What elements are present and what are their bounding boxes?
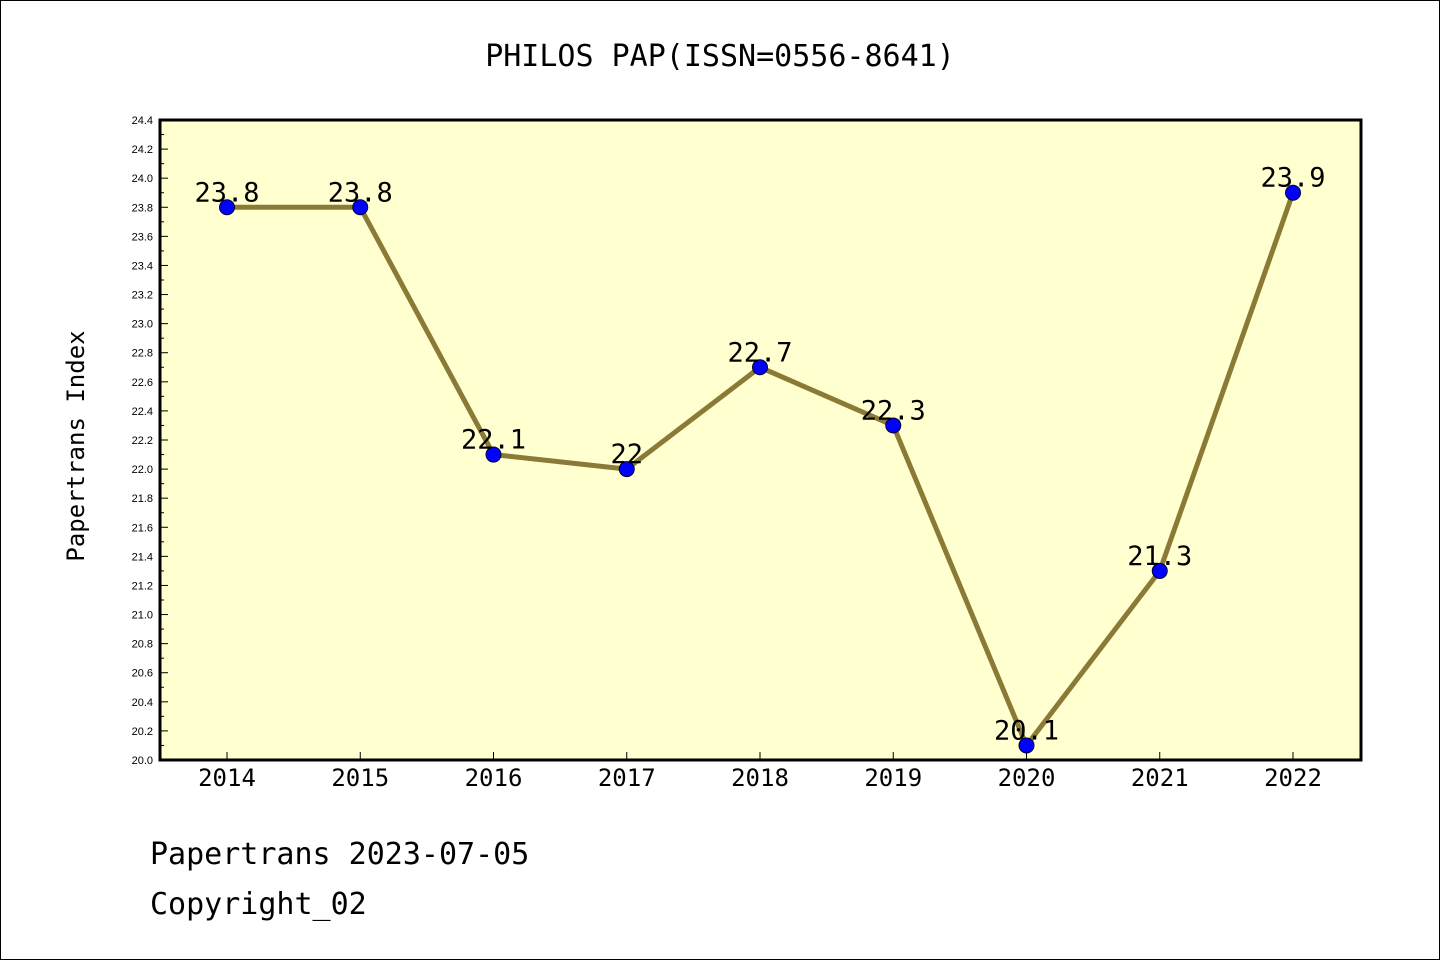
y-tick-label: 23.2 [132, 290, 153, 302]
data-label: 22.3 [861, 395, 926, 426]
y-tick-label: 21.2 [132, 580, 153, 592]
y-tick-label: 21.8 [132, 493, 153, 505]
data-labels: 23.8 23.8 22.1 22 22.7 22.3 20.1 21.3 23.9 [194, 163, 1325, 747]
footer-copyright: Copyright_02 [150, 887, 367, 922]
y-axis-ticks: 20.0 20.2 20.4 20.6 20.8 21.0 21.2 21.4 21.6 21.8… [132, 115, 168, 767]
y-tick-label: 21.0 [132, 610, 153, 622]
x-tick-label: 2021 [1131, 764, 1189, 792]
y-axis-label: Papertrans Index [62, 330, 90, 561]
x-tick-label: 2015 [331, 764, 389, 792]
y-tick-label: 22.4 [132, 406, 153, 418]
y-tick-label: 20.4 [132, 697, 153, 709]
x-tick-label: 2014 [198, 764, 256, 792]
y-tick-label: 21.6 [132, 522, 153, 534]
y-tick-label: 23.0 [132, 319, 153, 331]
y-tick-label: 22.2 [132, 435, 153, 447]
data-label: 22.1 [461, 425, 526, 456]
plot-area [158, 118, 1363, 762]
x-axis-ticks: 2014 2015 2016 2017 2018 2019 2020 2021 2022 [198, 752, 1322, 792]
data-point [1151, 562, 1168, 579]
x-tick-label: 2022 [1264, 764, 1322, 792]
y-tick-label: 23.6 [132, 231, 153, 243]
y-tick-label: 23.8 [132, 202, 153, 214]
x-tick-label: 2017 [598, 764, 656, 792]
data-label: 20.1 [994, 715, 1059, 746]
y-tick-label: 24.2 [132, 144, 153, 156]
y-tick-label: 22.6 [132, 377, 153, 389]
y-tick-label: 24.0 [132, 173, 153, 185]
series-line [219, 184, 1301, 754]
data-point [1018, 737, 1035, 754]
y-tick-label: 22.8 [132, 348, 153, 360]
y-tick-label: 23.4 [132, 260, 153, 272]
data-label: 22 [610, 439, 643, 470]
x-tick-label: 2016 [465, 764, 523, 792]
footer-date: Papertrans 2023-07-05 [150, 837, 529, 872]
data-label: 23.9 [1260, 163, 1325, 194]
y-tick-label: 22.0 [132, 464, 153, 476]
x-tick-label: 2019 [864, 764, 922, 792]
y-tick-label: 20.0 [132, 755, 153, 767]
y-tick-label: 21.4 [132, 551, 153, 563]
data-label: 23.8 [328, 177, 393, 208]
data-point [352, 199, 369, 216]
data-label: 22.7 [727, 337, 792, 368]
data-point [219, 199, 235, 216]
chart-title: PHILOS PAP(ISSN=0556-8641) [485, 39, 955, 74]
data-point [885, 417, 902, 434]
y-tick-label: 20.2 [132, 726, 153, 738]
data-point [752, 359, 768, 376]
data-point [618, 461, 635, 478]
y-tick-label: 20.8 [132, 639, 153, 651]
data-point [485, 446, 502, 463]
data-label: 23.8 [194, 177, 259, 208]
data-label: 21.3 [1127, 541, 1192, 572]
y-tick-label: 20.6 [132, 668, 153, 680]
data-point [1285, 184, 1301, 201]
y-tick-label: 24.4 [132, 115, 153, 127]
x-tick-label: 2020 [998, 764, 1056, 792]
x-tick-label: 2018 [731, 764, 789, 792]
